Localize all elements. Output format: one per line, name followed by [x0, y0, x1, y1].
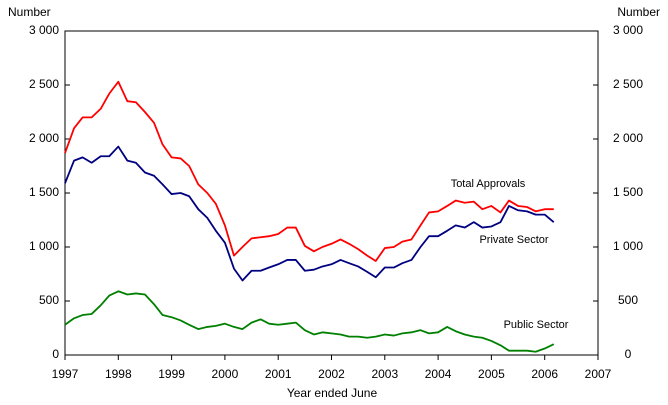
x-tick-label: 2005: [478, 367, 505, 381]
y2-axis-label: Number: [617, 5, 660, 19]
x-tick-label: 2000: [212, 367, 239, 381]
series-label: Total Approvals: [451, 178, 526, 190]
series-label: Public Sector: [504, 319, 569, 331]
y-tick-label: 0: [52, 347, 59, 361]
x-tick-label: 2001: [265, 367, 292, 381]
y2-tick-label: 0: [625, 347, 632, 361]
series-label: Private Sector: [479, 234, 548, 246]
y2-tick-label: 500: [618, 293, 638, 307]
y-tick-label: 1 000: [29, 239, 59, 253]
x-tick-label: 2007: [585, 367, 612, 381]
y-tick-label: 2 000: [29, 131, 59, 145]
x-tick-label: 2002: [318, 367, 345, 381]
y2-tick-label: 1 500: [613, 185, 643, 199]
series-line: [64, 80, 554, 262]
x-tick-label: 2006: [531, 367, 558, 381]
y-tick-label: 1 500: [29, 185, 59, 199]
y2-tick-label: 1 000: [613, 239, 643, 253]
y-axis-label: Number: [8, 5, 51, 19]
y-tick-label: 2 500: [29, 77, 59, 91]
series-line: [64, 290, 555, 353]
y2-tick-label: 2 000: [613, 131, 643, 145]
y-tick-label: 500: [39, 293, 59, 307]
y2-tick-label: 2 500: [613, 77, 643, 91]
x-tick-label: 2003: [371, 367, 398, 381]
series-line: [64, 145, 555, 282]
x-tick-label: 1998: [105, 367, 132, 381]
plot-frame: [64, 30, 599, 356]
y-tick-label: 3 000: [29, 23, 59, 37]
y2-tick-label: 3 000: [613, 23, 643, 37]
x-tick-label: 1997: [52, 367, 79, 381]
x-axis-label: Year ended June: [287, 386, 378, 400]
x-tick-label: 2004: [425, 367, 452, 381]
x-tick-label: 1999: [158, 367, 185, 381]
